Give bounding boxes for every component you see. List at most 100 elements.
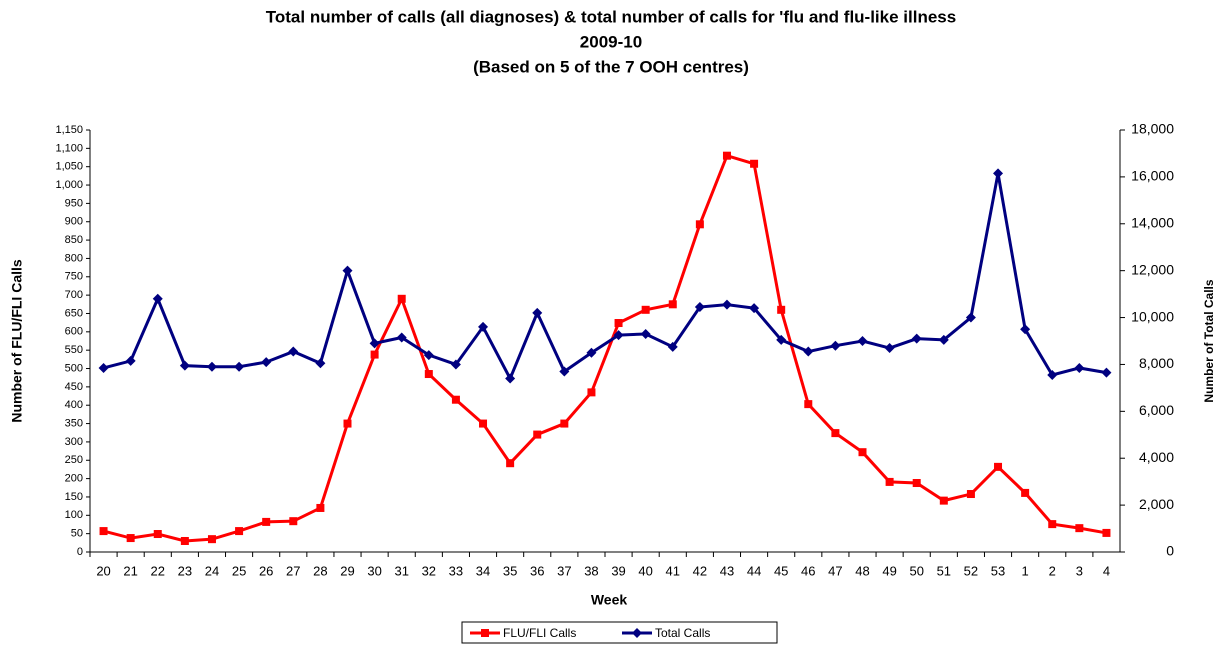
y2-tick-label: 14,000 xyxy=(1131,214,1174,230)
x-tick-label: 1 xyxy=(1022,563,1029,578)
marker xyxy=(423,350,434,361)
chart-title: Total number of calls (all diagnoses) & … xyxy=(266,7,956,26)
y-tick-label: 1,150 xyxy=(55,124,83,136)
marker xyxy=(206,361,217,372)
x-tick-label: 49 xyxy=(882,563,896,578)
y2-tick-label: 8,000 xyxy=(1139,355,1174,371)
marker xyxy=(99,527,108,536)
x-axis-title: Week xyxy=(591,592,628,608)
x-tick-label: 52 xyxy=(964,563,978,578)
marker xyxy=(694,302,705,313)
x-tick-label: 36 xyxy=(530,563,544,578)
x-tick-label: 33 xyxy=(449,563,463,578)
y-tick-label: 500 xyxy=(65,362,83,374)
y2-tick-label: 12,000 xyxy=(1131,261,1174,277)
x-tick-label: 47 xyxy=(828,563,842,578)
marker xyxy=(560,419,569,428)
y2-tick-label: 16,000 xyxy=(1131,168,1174,184)
x-tick-label: 38 xyxy=(584,563,598,578)
x-tick-label: 31 xyxy=(394,563,408,578)
marker xyxy=(289,517,298,526)
marker xyxy=(858,448,867,457)
x-tick-label: 35 xyxy=(503,563,517,578)
chart-title: 2009-10 xyxy=(580,32,642,51)
x-tick-label: 37 xyxy=(557,563,571,578)
marker xyxy=(479,419,488,428)
marker xyxy=(938,334,949,345)
marker xyxy=(1047,369,1058,380)
marker xyxy=(397,294,406,303)
x-tick-label: 22 xyxy=(151,563,165,578)
marker xyxy=(126,534,135,543)
y-tick-label: 50 xyxy=(71,528,83,540)
marker xyxy=(831,429,840,438)
y2-tick-label: 0 xyxy=(1166,543,1174,559)
marker xyxy=(152,293,163,304)
marker xyxy=(207,535,216,544)
y-tick-label: 550 xyxy=(65,344,83,356)
marker xyxy=(180,536,189,545)
x-tick-label: 24 xyxy=(205,563,219,578)
y-tick-label: 650 xyxy=(65,307,83,319)
marker xyxy=(939,496,948,505)
marker xyxy=(1021,488,1030,497)
marker xyxy=(613,330,624,341)
x-tick-label: 42 xyxy=(693,563,707,578)
marker xyxy=(614,319,623,328)
marker xyxy=(316,503,325,512)
marker xyxy=(153,530,162,539)
y-tick-label: 1,100 xyxy=(55,142,83,154)
x-tick-label: 48 xyxy=(855,563,869,578)
x-tick-label: 41 xyxy=(666,563,680,578)
series-line xyxy=(103,173,1107,383)
y2-tick-label: 4,000 xyxy=(1139,449,1174,465)
marker xyxy=(1020,324,1031,335)
x-tick-label: 46 xyxy=(801,563,815,578)
marker xyxy=(98,362,109,373)
marker xyxy=(667,341,678,352)
legend-marker xyxy=(632,628,642,638)
legend-label: Total Calls xyxy=(655,626,710,640)
y-tick-label: 400 xyxy=(65,399,83,411)
marker xyxy=(803,346,814,357)
marker xyxy=(424,370,433,379)
marker xyxy=(885,477,894,486)
y-tick-label: 250 xyxy=(65,454,83,466)
marker xyxy=(750,159,759,168)
marker xyxy=(587,388,596,397)
marker xyxy=(965,312,976,323)
x-tick-label: 26 xyxy=(259,563,273,578)
x-tick-label: 50 xyxy=(909,563,923,578)
marker xyxy=(288,346,299,357)
marker xyxy=(533,430,542,439)
marker xyxy=(912,479,921,488)
x-tick-label: 53 xyxy=(991,563,1005,578)
y-tick-label: 1,000 xyxy=(55,179,83,191)
y-tick-label: 0 xyxy=(77,546,83,558)
y-tick-label: 350 xyxy=(65,417,83,429)
marker xyxy=(478,321,489,332)
y-tick-label: 750 xyxy=(65,271,83,283)
marker xyxy=(559,366,570,377)
x-tick-label: 4 xyxy=(1103,563,1110,578)
x-tick-label: 20 xyxy=(96,563,110,578)
y-tick-label: 950 xyxy=(65,197,83,209)
y2-axis-title: Number of Total Calls xyxy=(1202,279,1216,402)
x-tick-label: 28 xyxy=(313,563,327,578)
marker xyxy=(506,459,515,468)
marker xyxy=(342,265,353,276)
x-tick-label: 27 xyxy=(286,563,300,578)
x-tick-label: 51 xyxy=(937,563,951,578)
y-tick-label: 150 xyxy=(65,491,83,503)
marker xyxy=(450,359,461,370)
marker xyxy=(830,340,841,351)
marker xyxy=(994,462,1003,471)
marker xyxy=(370,350,379,359)
marker xyxy=(369,338,380,349)
y-tick-label: 300 xyxy=(65,436,83,448)
marker xyxy=(1048,520,1057,529)
marker xyxy=(505,373,516,384)
marker xyxy=(1101,367,1112,378)
marker xyxy=(125,355,136,366)
